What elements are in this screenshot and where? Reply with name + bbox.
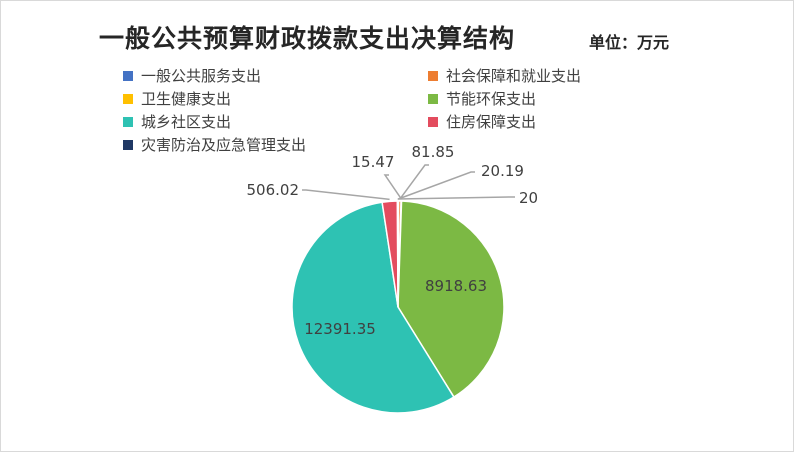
legend-item: 卫生健康支出 (123, 88, 231, 109)
legend-item: 节能环保支出 (428, 88, 536, 109)
legend-swatch (123, 116, 133, 127)
legend-label: 节能环保支出 (446, 90, 537, 108)
leader-line (397, 196, 515, 200)
pie-slice (291, 201, 455, 414)
legend-swatch (428, 70, 438, 81)
data-label: 20 (519, 189, 538, 207)
data-label: 12391.35 (304, 320, 376, 338)
legend-item: 一般公共服务支出 (123, 65, 261, 86)
legend-label: 城乡社区支出 (141, 113, 232, 131)
leader-line (302, 189, 390, 201)
legend-label: 社会保障和就业支出 (446, 67, 582, 85)
data-label: 8918.63 (425, 277, 487, 295)
data-label: 20.19 (481, 162, 524, 180)
legend-item: 住房保障支出 (428, 111, 536, 132)
leader-line (399, 164, 429, 200)
data-label: 506.02 (247, 181, 300, 199)
legend-label: 住房保障支出 (446, 113, 537, 131)
legend-swatch (428, 93, 438, 104)
unit-label: 单位：万元 (589, 33, 670, 52)
legend-swatch (123, 70, 133, 81)
legend-item: 灾害防治及应急管理支出 (123, 134, 306, 155)
leader-line (383, 174, 403, 200)
data-label: 81.85 (412, 143, 455, 161)
legend-label: 灾害防治及应急管理支出 (141, 136, 307, 154)
legend-label: 卫生健康支出 (141, 90, 232, 108)
chart-title: 一般公共预算财政拨款支出决算结构 (99, 24, 516, 53)
legend-label: 一般公共服务支出 (141, 67, 262, 85)
legend-swatch (428, 116, 438, 127)
legend-swatch (123, 93, 133, 104)
legend-swatch (123, 139, 133, 150)
data-label: 15.47 (352, 153, 395, 171)
leader-line (398, 171, 475, 200)
pie-slice (397, 200, 505, 399)
pie-slice (396, 200, 399, 308)
legend-item: 城乡社区支出 (123, 111, 231, 132)
legend-item: 社会保障和就业支出 (428, 65, 581, 86)
